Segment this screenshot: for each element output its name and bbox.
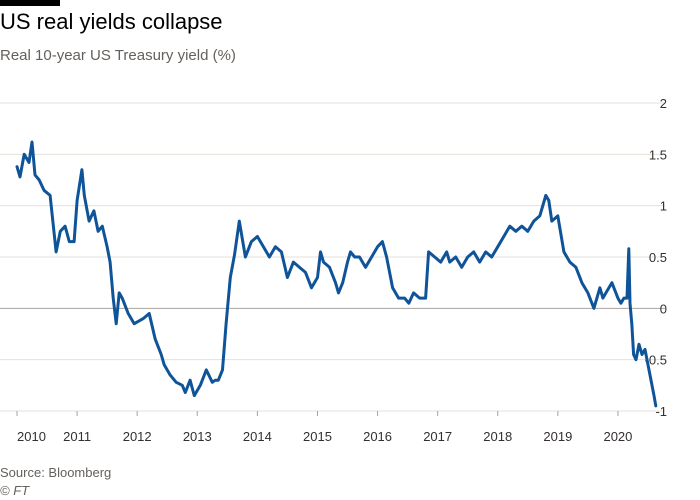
- x-tick-label: 2018: [483, 429, 512, 444]
- x-tick-label: 2017: [423, 429, 452, 444]
- x-tick-label: 2011: [63, 429, 91, 444]
- source-note: Source: Bloomberg: [0, 465, 112, 480]
- x-tick-label: 2010: [17, 429, 46, 444]
- chart-title: US real yields collapse: [0, 9, 223, 34]
- series-line-0: [15, 140, 658, 408]
- x-tick-label: 2012: [123, 429, 152, 444]
- y-tick-label: 2: [660, 96, 667, 111]
- y-tick-label: 0: [660, 301, 667, 316]
- x-tick-label: 2013: [183, 429, 212, 444]
- x-tick-label: 2014: [243, 429, 272, 444]
- x-tick-label: 2020: [603, 429, 632, 444]
- x-tick-label: 2015: [303, 429, 332, 444]
- header-accent-bar: [0, 0, 60, 6]
- y-tick-label: -0.5: [645, 353, 667, 368]
- x-tick-label: 2016: [363, 429, 392, 444]
- y-tick-label: -1: [655, 404, 667, 419]
- y-tick-label: 1: [660, 199, 667, 214]
- y-tick-label: 1.5: [649, 147, 667, 162]
- copyright-note: © FT: [0, 483, 30, 498]
- x-tick-label: 2019: [543, 429, 572, 444]
- chart-subtitle: Real 10-year US Treasury yield (%): [0, 47, 236, 64]
- y-tick-label: 0.5: [649, 250, 667, 265]
